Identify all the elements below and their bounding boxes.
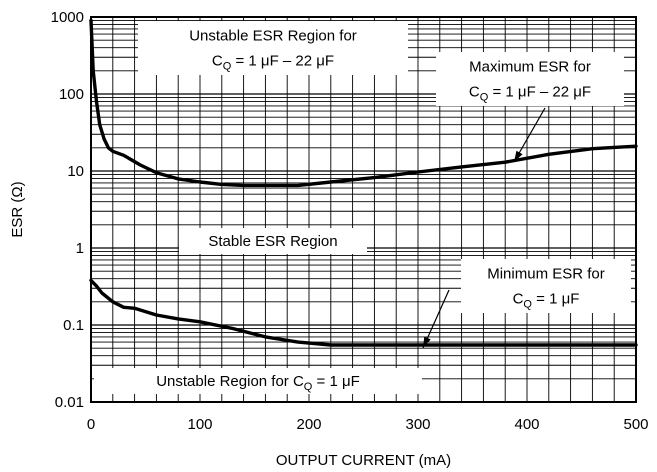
annotation-text-part: = 1 μF – 22 μF [231,53,334,70]
annotation-text-part: Unstable Region for C [156,373,304,390]
x-axis-title: OUTPUT CURRENT (mA) [276,452,451,469]
y-tick-label: 100 [59,86,84,103]
y-tick-label: 0.1 [63,317,84,334]
x-tick-label: 100 [187,416,212,433]
annotation-text: CQ = 1 μF – 22 μF [469,84,591,104]
maximum-esr-curve [89,18,638,188]
subscript-text: Q [480,92,489,104]
annotation-unstable-bottom: Unstable Region for CQ = 1 μF [94,368,422,394]
annotation-unstable-top: Unstable ESR Region for CQ = 1 μF – 22 μF [138,21,408,75]
annotation-text-part: Unstable ESR Region for [189,28,357,45]
minimum-esr-curve [89,278,638,347]
annotation-text: Unstable Region for CQ = 1 μF [156,373,360,393]
subscript-text: Q [223,61,232,73]
annotation-stable: Stable ESR Region [179,228,367,254]
annotation-text-part: = 1 μF [312,373,359,390]
annotation-box [461,259,631,313]
curves [89,18,638,349]
annotation-text: CQ = 1 μF – 22 μF [212,53,334,73]
annotation-box [436,52,624,106]
annotation-text: Maximum ESR for [469,59,591,76]
y-tick-label: 10 [67,163,84,180]
subscript-text: Q [523,299,532,311]
x-tick-label: 300 [405,416,430,433]
annotation-text-part: = 1 μF – 22 μF [488,84,591,101]
y-tick-label: 1 [76,240,84,257]
annotation-text: Stable ESR Region [208,233,337,250]
annotation-box [179,228,367,254]
annotation-min-esr: Minimum ESR for CQ = 1 μF [461,259,631,313]
annotation-text-part: = 1 μF [532,291,579,308]
annotation-text-part: C [212,53,223,70]
min-esr-arrow-head [423,336,431,348]
annotation-text-part: Stable ESR Region [208,233,337,250]
x-tick-label: 0 [87,416,95,433]
annotation-max-esr: Maximum ESR for CQ = 1 μF – 22 μF [436,52,624,106]
annotation-text-part: C [469,84,480,101]
plot-area-frame [90,16,637,403]
x-tick-label: 500 [623,416,648,433]
y-axis-title: ESR (Ω) [9,181,26,237]
annotation-text: Unstable ESR Region for [189,28,357,45]
y-tick-label: 1000 [51,9,84,26]
tick-labels: 0 100 200 300 400 500 0.01 0.1 1 10 100 1000 [51,9,649,433]
annotation-box [94,368,422,394]
max-esr-arrow-head [514,150,523,162]
annotation-text-part: C [513,291,524,308]
annotation-text-part: Maximum ESR for [469,59,591,76]
subscript-text: Q [304,381,313,393]
x-tick-label: 400 [514,416,539,433]
y-tick-label: 0.01 [55,394,84,411]
annotation-text-part: Minimum ESR for [487,266,605,283]
annotation-text: CQ = 1 μF [513,291,580,311]
annotation-box [138,21,408,75]
annotation-text: Minimum ESR for [487,266,605,283]
x-tick-label: 200 [296,416,321,433]
